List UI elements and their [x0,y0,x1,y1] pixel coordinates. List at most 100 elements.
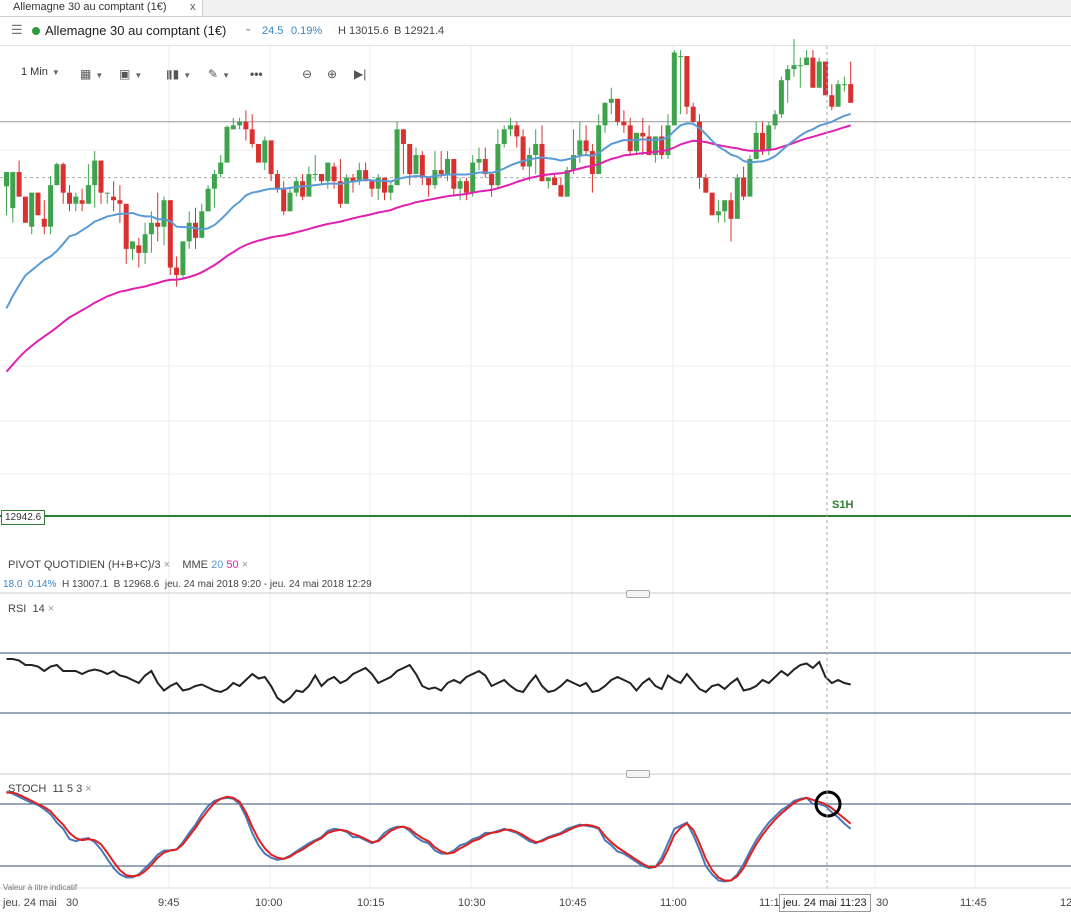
candle[interactable] [319,174,324,186]
zoom-in-icon[interactable]: ⊕ [327,67,338,81]
candle[interactable] [709,192,715,216]
candle[interactable] [41,200,47,235]
candle[interactable] [829,84,835,111]
close-icon[interactable]: × [163,559,171,571]
candle[interactable] [457,177,463,201]
candle[interactable] [205,185,211,212]
candle[interactable] [180,241,186,280]
candle[interactable] [92,151,98,208]
candle[interactable] [823,61,828,96]
candle[interactable] [394,121,400,186]
candle[interactable] [772,110,778,130]
candle[interactable] [778,76,784,118]
candle[interactable] [79,188,85,212]
candle[interactable] [634,132,639,156]
candle[interactable] [48,176,54,235]
candle[interactable] [136,237,142,268]
candle[interactable] [117,185,123,223]
tab-close-icon[interactable]: x [190,1,196,13]
candle[interactable] [589,143,595,193]
candle[interactable] [67,185,72,212]
candle[interactable] [104,192,110,204]
pane-resize-handle[interactable] [626,770,650,778]
rsi-legend[interactable]: RSI 14 × [8,603,54,615]
candle[interactable] [621,110,627,133]
candle[interactable] [608,87,614,115]
candle[interactable] [841,76,847,92]
candle[interactable] [583,125,589,156]
candle[interactable] [426,177,432,197]
candle[interactable] [539,125,545,182]
candle[interactable] [4,172,9,216]
candle[interactable] [199,203,205,238]
scroll-end-icon[interactable]: ▶| [354,67,367,81]
candle[interactable] [344,174,350,204]
candle[interactable] [148,211,154,253]
pencil-icon[interactable]: ✎ ▼ [208,67,230,81]
candle[interactable] [722,200,728,223]
candle[interactable] [835,80,841,107]
candle[interactable] [268,140,274,182]
candle[interactable] [388,181,394,201]
tab-instrument[interactable]: Allemagne 30 au comptant (1€) x [0,0,203,16]
pivot-legend[interactable]: PIVOT QUOTIDIEN (H+B+C)/3 × MME 20 50 × [8,559,248,571]
candle[interactable] [287,188,293,212]
candle[interactable] [111,181,117,212]
candle[interactable] [413,147,419,175]
candle[interactable] [533,129,539,175]
candle[interactable] [552,174,558,186]
candle[interactable] [98,160,104,204]
candle[interactable] [174,256,180,287]
candle[interactable] [697,114,702,189]
candle[interactable] [331,162,337,189]
pane-resize-handle[interactable] [626,590,650,598]
candle[interactable] [671,50,677,126]
candle[interactable] [520,129,526,171]
candle[interactable] [797,57,803,88]
candle[interactable] [514,121,520,148]
candle[interactable] [640,117,646,156]
candle[interactable] [256,143,261,163]
candle[interactable] [35,192,41,216]
candle[interactable] [432,151,438,189]
candle[interactable] [407,143,413,186]
candle[interactable] [627,117,633,156]
candle[interactable] [186,211,192,249]
candle[interactable] [476,147,482,171]
candle[interactable] [161,196,167,246]
candle[interactable] [400,129,406,175]
candle[interactable] [848,61,854,103]
zoom-out-icon[interactable]: ⊖ [302,67,313,81]
candle[interactable] [167,200,173,276]
candle[interactable] [369,181,375,197]
candle[interactable] [10,172,16,223]
candle[interactable] [85,164,91,204]
candle[interactable] [60,162,66,204]
candle[interactable] [659,125,665,160]
candle[interactable] [438,151,444,178]
more-icon[interactable]: ••• [250,67,263,81]
candle[interactable] [29,192,35,235]
close-icon[interactable]: × [47,603,55,615]
candle[interactable] [791,39,797,77]
timeframe-selector[interactable]: 1 Min ▼ [21,66,60,78]
candle[interactable] [281,181,287,216]
template-icon[interactable]: ▣ ▼ [119,67,143,81]
candle[interactable] [54,162,60,186]
candle[interactable] [451,159,457,197]
candle[interactable] [142,222,148,264]
instrument-title[interactable]: Allemagne 30 au comptant (1€) [45,23,227,38]
candle[interactable] [155,192,161,242]
candle[interactable] [684,56,690,115]
candle[interactable] [690,102,696,126]
candle[interactable] [312,155,318,182]
candle[interactable] [463,177,469,201]
candle[interactable] [753,121,759,160]
candle[interactable] [728,192,734,242]
candle[interactable] [816,57,822,88]
candle[interactable] [715,200,721,223]
candle[interactable] [571,129,576,175]
candle[interactable] [445,151,450,182]
candle[interactable] [306,166,312,197]
candle[interactable] [810,50,816,88]
